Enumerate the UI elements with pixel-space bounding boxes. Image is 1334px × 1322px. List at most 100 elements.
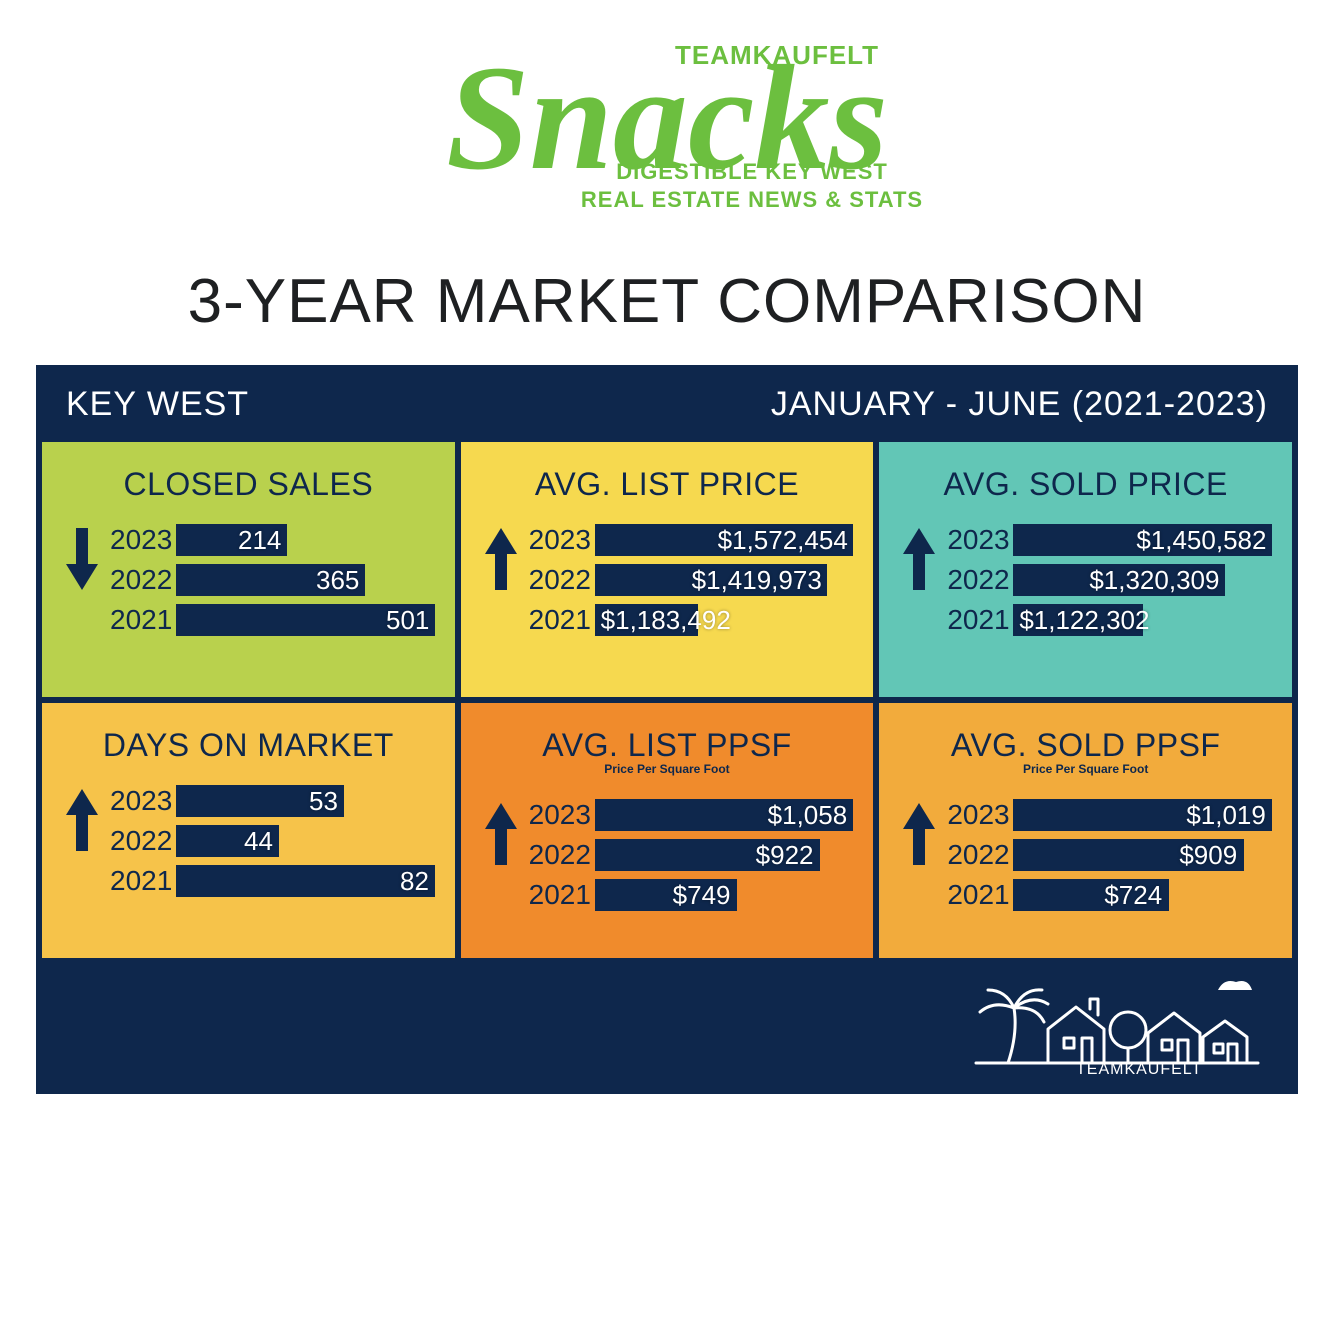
page-subtitle: 3-YEAR MARKET COMPARISON	[0, 266, 1334, 337]
metric-bar: 82	[176, 865, 435, 897]
metric-row: 2021$1,183,492	[529, 604, 854, 636]
metric-row: 2022$1,320,309	[947, 564, 1272, 596]
metric-bar: $724	[1013, 879, 1272, 911]
metric-row: 2023 $1,019	[947, 799, 1272, 831]
metric-bar: $1,320,309	[1013, 564, 1272, 596]
metric-bar: $1,058	[595, 799, 854, 831]
metric-bars: 2023$1,572,454 2022 $1,419,973 2021$1,183,4…	[529, 516, 854, 644]
metric-cell: AVG. LIST PPSFPrice Per Square Foot 2023…	[461, 703, 874, 958]
metric-year: 2022	[529, 839, 595, 871]
metric-bar: 44	[176, 825, 435, 857]
arrow-up-icon	[481, 524, 521, 599]
arrow-down-icon	[62, 524, 102, 599]
metric-value: 214	[238, 524, 281, 556]
metric-row: 2022 $922	[529, 839, 854, 871]
panel-header-right: JANUARY - JUNE (2021-2023)	[771, 385, 1268, 424]
metric-year: 2022	[529, 564, 595, 596]
metric-value: $1,058	[768, 799, 848, 831]
metric-value: 44	[244, 825, 273, 857]
panel-header-left: KEY WEST	[66, 385, 249, 424]
metric-value: $909	[1179, 839, 1237, 871]
metric-year: 2021	[947, 604, 1013, 636]
metric-value: $1,419,973	[692, 564, 822, 596]
metric-body: 202321420223652021501	[52, 516, 445, 644]
metric-bars: 202321420223652021501	[110, 516, 435, 644]
metric-year: 2021	[110, 604, 176, 636]
metric-row: 2023$1,572,454	[529, 524, 854, 556]
metric-bar: $1,183,492	[595, 604, 854, 636]
logo-tagline: DIGESTIBLE KEY WEST REAL ESTATE NEWS & S…	[85, 158, 1334, 213]
metric-value: 82	[400, 865, 429, 897]
metric-year: 2021	[947, 879, 1013, 911]
metric-bars: 2023$1,450,5822022$1,320,3092021$1,122,3…	[947, 516, 1272, 644]
metric-title: CLOSED SALES	[52, 468, 445, 500]
metric-year: 2022	[110, 564, 176, 596]
metric-year: 2023	[947, 799, 1013, 831]
metric-bars: 2023 $1,058 2022 $922 2021 $749	[529, 791, 854, 919]
logo: TEAMKAUFELT Snacks DIGESTIBLE KEY WEST R…	[0, 0, 1334, 261]
metric-year: 2022	[110, 825, 176, 857]
metric-row: 2023 214	[110, 524, 435, 556]
metric-grid: CLOSED SALES 202321420223652021501AVG. L…	[36, 442, 1298, 958]
metric-row: 2022365	[110, 564, 435, 596]
metric-value: $922	[756, 839, 814, 871]
metric-subtitle: Price Per Square Foot	[471, 763, 864, 775]
metric-value: $1,572,454	[718, 524, 848, 556]
metric-value: $1,450,582	[1136, 524, 1266, 556]
metric-bar: 214	[176, 524, 435, 556]
metric-year: 2021	[529, 879, 595, 911]
metric-body: 202353 2022 44 2021 82	[52, 777, 445, 905]
metric-row: 2023 $1,058	[529, 799, 854, 831]
arrow-up-icon	[899, 799, 939, 874]
metric-row: 202353	[110, 785, 435, 817]
metric-cell: AVG. SOLD PPSFPrice Per Square Foot 2023…	[879, 703, 1292, 958]
footer-skyline-icon: TEAMKAUFELT	[968, 968, 1268, 1078]
logo-tagline-1: DIGESTIBLE KEY WEST	[616, 159, 888, 184]
metric-bar: $1,122,302	[1013, 604, 1272, 636]
arrow-up-icon	[481, 799, 521, 874]
footer-brand-label: TEAMKAUFELT	[1076, 1061, 1202, 1078]
panel-footer: TEAMKAUFELT	[36, 958, 1298, 1094]
metric-year: 2021	[110, 865, 176, 897]
metric-bars: 202353 2022 44 2021 82	[110, 777, 435, 905]
metric-cell: CLOSED SALES 202321420223652021501	[42, 442, 455, 697]
metric-year: 2021	[529, 604, 595, 636]
metric-value: $1,183,492	[601, 604, 731, 636]
metric-bar: $1,419,973	[595, 564, 854, 596]
metric-value: $1,122,302	[1019, 604, 1149, 636]
metric-year: 2023	[110, 524, 176, 556]
metric-row: 2021$724	[947, 879, 1272, 911]
metric-title: AVG. LIST PPSFPrice Per Square Foot	[471, 729, 864, 775]
metric-title: DAYS ON MARKET	[52, 729, 445, 761]
metric-bar: $909	[1013, 839, 1272, 871]
metric-value: $1,019	[1186, 799, 1266, 831]
metric-body: 2023$1,450,5822022$1,320,3092021$1,122,3…	[889, 516, 1282, 644]
metric-value: $749	[673, 879, 731, 911]
metric-year: 2022	[947, 564, 1013, 596]
arrow-up-icon	[899, 524, 939, 599]
metric-row: 2021501	[110, 604, 435, 636]
metric-row: 2021 $749	[529, 879, 854, 911]
metric-year: 2023	[529, 799, 595, 831]
metric-bar: $749	[595, 879, 854, 911]
metric-body: 2023 $1,058 2022 $922 2021 $749	[471, 791, 864, 919]
metric-title: AVG. SOLD PPSFPrice Per Square Foot	[889, 729, 1282, 775]
metric-row: 2022 $909	[947, 839, 1272, 871]
panel-header: KEY WEST JANUARY - JUNE (2021-2023)	[36, 365, 1298, 442]
metric-cell: DAYS ON MARKET 202353 2022 44 2021 82	[42, 703, 455, 958]
metric-cell: AVG. LIST PRICE 2023$1,572,4542022$1,419…	[461, 442, 874, 697]
metric-row: 2021 82	[110, 865, 435, 897]
metric-body: 2023 $1,019 2022 $909 2021$724	[889, 791, 1282, 919]
metric-value: 53	[309, 785, 338, 817]
metric-year: 2022	[947, 839, 1013, 871]
metric-bar: $1,450,582	[1013, 524, 1272, 556]
metric-bar: 501	[176, 604, 435, 636]
metric-row: 2022 44	[110, 825, 435, 857]
metric-year: 2023	[947, 524, 1013, 556]
metric-bar: $922	[595, 839, 854, 871]
metric-title: AVG. SOLD PRICE	[889, 468, 1282, 500]
metric-cell: AVG. SOLD PRICE 2023 $1,450,582 2022$1,320…	[879, 442, 1292, 697]
metric-subtitle: Price Per Square Foot	[889, 763, 1282, 775]
metric-bar: 365	[176, 564, 435, 596]
metric-bar: $1,572,454	[595, 524, 854, 556]
